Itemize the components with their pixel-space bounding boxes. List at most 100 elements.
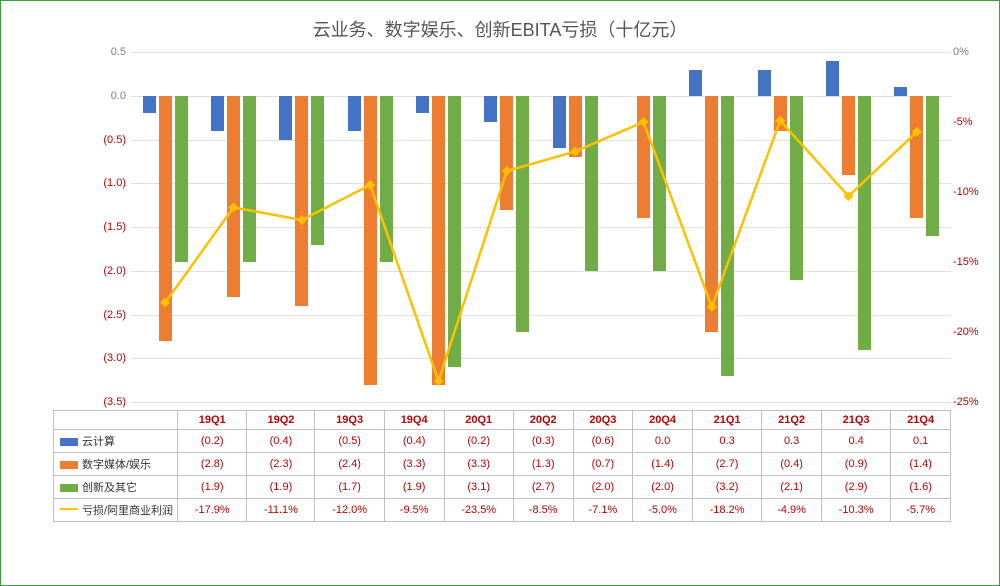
table-cell: (3.1) <box>444 476 513 499</box>
y-right-tick: 0% <box>953 46 993 58</box>
y-left-tick: (2.5) <box>86 309 126 321</box>
table-cell: (0.2) <box>178 430 247 453</box>
table-cell: (1.9) <box>178 476 247 499</box>
table-cell: -10.3% <box>821 499 890 522</box>
table-cell: -5.0% <box>633 499 693 522</box>
y-left-tick: (2.0) <box>86 265 126 277</box>
table-cell: (2.3) <box>247 453 315 476</box>
y-left-tick: 0.0 <box>86 90 126 102</box>
table-cell: (0.7) <box>573 453 633 476</box>
table-col-header: 21Q1 <box>692 411 761 430</box>
y-left-tick: (0.5) <box>86 134 126 146</box>
table-col-header: 19Q4 <box>384 411 444 430</box>
table-cell: (0.2) <box>444 430 513 453</box>
bar <box>842 96 855 175</box>
bar <box>858 96 871 350</box>
chart-container: 云业务、数字娱乐、创新EBITA亏损（十亿元） (3.5)(3.0)(2.5)(… <box>0 0 1000 586</box>
bar <box>758 70 771 96</box>
table-cell: -5.7% <box>891 499 951 522</box>
bar <box>143 96 156 114</box>
table-cell: -23.5% <box>444 499 513 522</box>
table-cell: (1.9) <box>384 476 444 499</box>
table-cell: (1.9) <box>247 476 315 499</box>
bar <box>364 96 377 385</box>
table-cell: (1.7) <box>315 476 384 499</box>
table-cell: -17.9% <box>178 499 247 522</box>
table-cell: -18.2% <box>692 499 761 522</box>
bar <box>211 96 224 131</box>
bar <box>279 96 292 140</box>
table-cell: (0.6) <box>573 430 633 453</box>
y-left-tick: (3.5) <box>86 396 126 408</box>
table-cell: 0.3 <box>692 430 761 453</box>
table-col-header: 19Q2 <box>247 411 315 430</box>
table-col-header: 21Q2 <box>762 411 822 430</box>
y-right-tick: -10% <box>953 186 993 198</box>
table-col-header: 20Q2 <box>513 411 573 430</box>
y-right-tick: -5% <box>953 116 993 128</box>
bar <box>484 96 497 122</box>
bar <box>790 96 803 280</box>
bar <box>894 87 907 96</box>
table-cell: (2.8) <box>178 453 247 476</box>
table-cell: (3.2) <box>692 476 761 499</box>
bar <box>311 96 324 245</box>
table-cell: (2.7) <box>692 453 761 476</box>
bar <box>380 96 393 262</box>
plot-area: (3.5)(3.0)(2.5)(2.0)(1.5)(1.0)(0.5)0.00.… <box>131 52 951 402</box>
table-col-header: 19Q3 <box>315 411 384 430</box>
y-left-tick: (1.5) <box>86 221 126 233</box>
bar <box>705 96 718 332</box>
table-cell: (3.3) <box>384 453 444 476</box>
table-cell: -4.9% <box>762 499 822 522</box>
y-right-tick: -15% <box>953 256 993 268</box>
legend-label: 云计算 <box>54 430 178 453</box>
table-cell: (1.4) <box>891 453 951 476</box>
bar <box>295 96 308 306</box>
table-cell: (0.4) <box>247 430 315 453</box>
table-col-header: 20Q3 <box>573 411 633 430</box>
y-left-tick: (3.0) <box>86 352 126 364</box>
table-cell: (1.4) <box>633 453 693 476</box>
bar <box>553 96 566 149</box>
bar <box>926 96 939 236</box>
table-col-header: 21Q4 <box>891 411 951 430</box>
bar <box>448 96 461 367</box>
bar <box>243 96 256 262</box>
table-cell: (2.4) <box>315 453 384 476</box>
bar <box>910 96 923 219</box>
table-col-header: 20Q1 <box>444 411 513 430</box>
bar <box>500 96 513 210</box>
chart-title: 云业务、数字娱乐、创新EBITA亏损（十亿元） <box>21 16 979 42</box>
data-table: 19Q119Q219Q319Q420Q120Q220Q320Q421Q121Q2… <box>53 410 951 522</box>
table-cell: -7.1% <box>573 499 633 522</box>
table-corner <box>54 411 178 430</box>
table-cell: (0.9) <box>821 453 890 476</box>
table-cell: (3.3) <box>444 453 513 476</box>
table-cell: 0.4 <box>821 430 890 453</box>
bar <box>774 96 787 131</box>
bar <box>585 96 598 271</box>
table-cell: -12.0% <box>315 499 384 522</box>
bar <box>653 96 666 271</box>
table-cell: -11.1% <box>247 499 315 522</box>
bar <box>227 96 240 297</box>
bar <box>637 96 650 219</box>
bar <box>432 96 445 385</box>
table-cell: (2.1) <box>762 476 822 499</box>
bar <box>175 96 188 262</box>
table-cell: 0.3 <box>762 430 822 453</box>
table-cell: (2.0) <box>573 476 633 499</box>
bar <box>416 96 429 114</box>
table-col-header: 20Q4 <box>633 411 693 430</box>
bar <box>689 70 702 96</box>
table-col-header: 21Q3 <box>821 411 890 430</box>
y-right-tick: -20% <box>953 326 993 338</box>
table-cell: (1.6) <box>891 476 951 499</box>
table-cell: (0.4) <box>384 430 444 453</box>
table-cell: 0.1 <box>891 430 951 453</box>
table-cell: (2.0) <box>633 476 693 499</box>
legend-label: 创新及其它 <box>54 476 178 499</box>
legend-label: 亏损/阿里商业利润 <box>54 499 178 522</box>
bar <box>516 96 529 332</box>
